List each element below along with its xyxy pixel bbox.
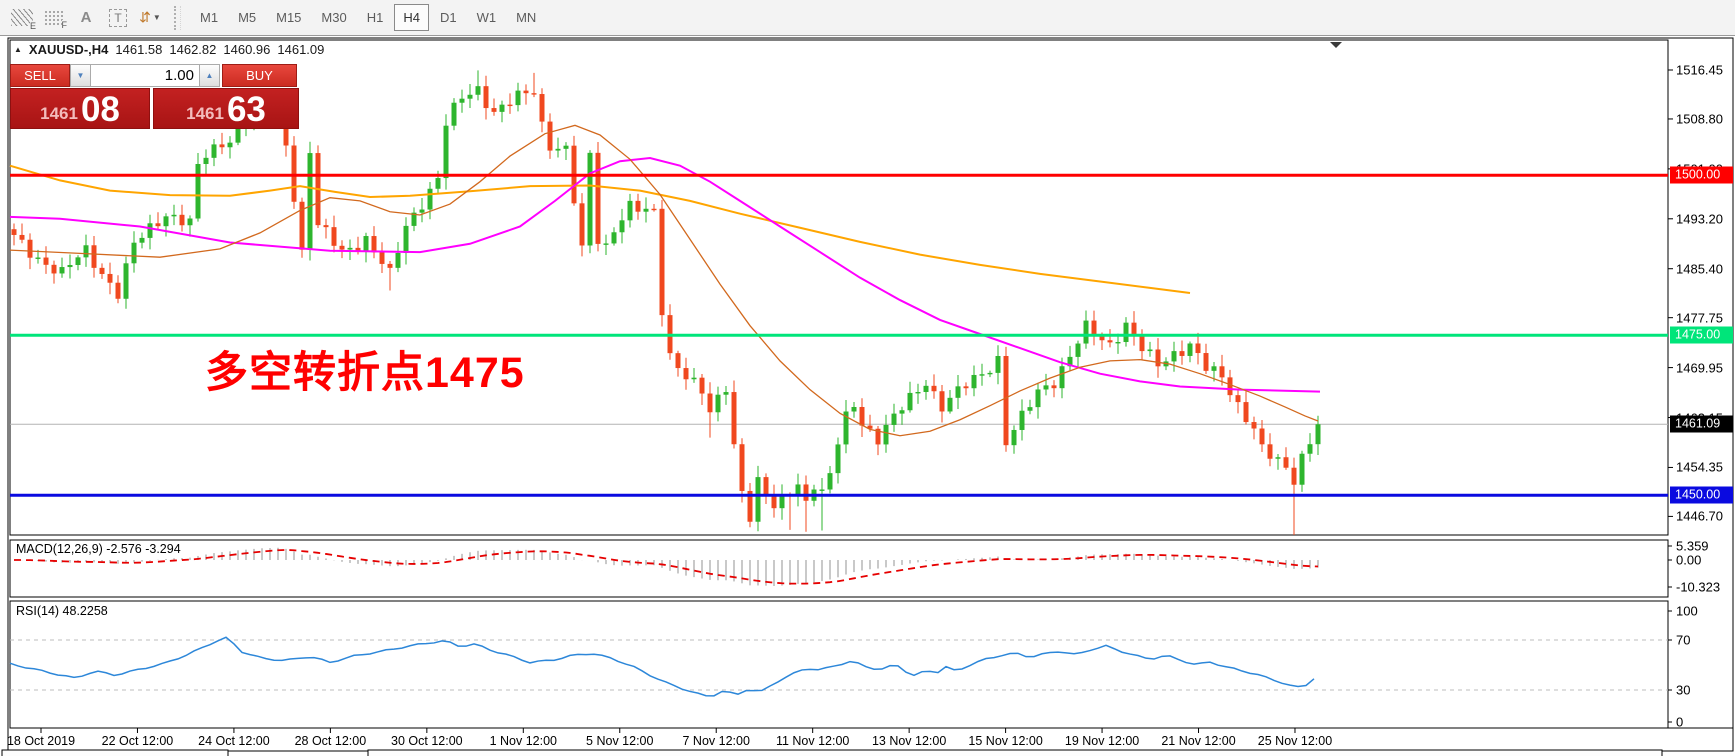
macd-axis-tick: 5.359 — [1676, 538, 1709, 554]
rsi-indicator — [9, 636, 1668, 697]
sort-arrows-icon: ⇵ — [139, 9, 151, 25]
timeframe-button-M30[interactable]: M30 — [321, 10, 347, 25]
buy-price-display[interactable]: 1461 63 — [153, 88, 299, 129]
timeframe-button-M5[interactable]: M5 — [238, 10, 257, 25]
macd-indicator — [13, 547, 1319, 586]
buy-button[interactable]: BUY — [222, 64, 297, 87]
time-axis-label: 7 Nov 12:00 — [682, 734, 750, 748]
time-axis-label: 25 Nov 12:00 — [1257, 734, 1333, 748]
time-axis-label: 30 Oct 12:00 — [391, 734, 463, 748]
timeframe-toolbar: M1 M5 M15 M30 H1 H4 D1 W1 MN — [191, 4, 547, 31]
volume-input[interactable] — [91, 64, 199, 87]
price-axis-tick: 1477.75 — [1676, 310, 1723, 326]
one-click-trading-panel: SELL ▼ ▲ BUY 1461 08 1461 63 — [10, 64, 299, 129]
price-axis[interactable] — [1669, 38, 1735, 728]
volume-increase-button[interactable]: ▲ — [199, 64, 220, 87]
price-axis-tick: 1485.40 — [1676, 261, 1723, 277]
timeframe-button-M1[interactable]: M1 — [200, 10, 219, 25]
sell-price-pips: 08 — [80, 90, 120, 129]
price-axis-tick: 1516.45 — [1676, 62, 1723, 78]
price-axis-tick: 1469.95 — [1676, 360, 1723, 376]
sell-button[interactable]: SELL — [10, 64, 70, 87]
buy-price-major: 1461 — [186, 104, 224, 123]
icon-letter-e: E — [29, 21, 36, 31]
sell-price-major: 1461 — [40, 104, 78, 123]
chart-annotation-text: 多空转折点1475 — [205, 349, 525, 397]
time-axis-label: 11 Nov 12:00 — [775, 734, 850, 748]
text-label-tool-icon[interactable]: T — [104, 4, 132, 32]
time-axis-label: 21 Nov 12:00 — [1161, 734, 1236, 748]
price-axis-tick: 1454.35 — [1676, 459, 1723, 475]
moving-average-lines — [9, 124, 1321, 437]
ohlc-high: 1462.82 — [169, 42, 217, 57]
boxed-t-icon: T — [109, 8, 127, 27]
arrange-objects-button[interactable]: ⇵ ▼ — [136, 4, 164, 32]
rsi-label: RSI(14) 48.2258 — [16, 604, 108, 618]
hatch-lines-icon: E — [11, 9, 36, 31]
time-axis-label: 13 Nov 12:00 — [871, 734, 947, 748]
price-axis-tick: 1446.70 — [1676, 508, 1723, 524]
macd-label: MACD(12,26,9) -2.576 -3.294 — [16, 542, 181, 556]
macd-axis-tick: 0.00 — [1676, 552, 1702, 568]
chart-misc-marks — [1, 42, 1663, 756]
timeframe-button-H1[interactable]: H1 — [366, 10, 384, 25]
chart-title-bar: ▲ XAUUSD-,H4 1461.58 1462.82 1460.96 146… — [14, 42, 324, 57]
time-axis-label: 5 Nov 12:00 — [586, 734, 654, 748]
volume-decrease-button[interactable]: ▼ — [70, 64, 91, 87]
time-axis-label: 1 Nov 12:00 — [489, 734, 558, 748]
price-axis-tick: 1493.20 — [1676, 211, 1723, 227]
collapse-triangle-icon[interactable]: ▲ — [14, 45, 22, 54]
rsi-axis-tick: 0 — [1676, 714, 1684, 730]
timeframe-button-MN[interactable]: MN — [516, 10, 537, 25]
time-axis-label: 22 Oct 12:00 — [101, 734, 174, 748]
icon-letter-f: F — [61, 20, 67, 30]
price-axis-tick: 1508.80 — [1676, 111, 1723, 127]
font-tool-icon[interactable]: A — [72, 4, 100, 32]
sell-price-display[interactable]: 1461 08 — [10, 88, 150, 129]
price-axis-tick: 1462.15 — [1676, 410, 1723, 426]
price-axis-tick: 1501.00 — [1676, 161, 1723, 177]
time-axis-label: 28 Oct 12:00 — [294, 734, 367, 748]
time-axis-label: 15 Nov 12:00 — [968, 734, 1043, 748]
ohlc-open: 1461.58 — [115, 42, 163, 57]
toolbar: E F A T ⇵ ▼ M1 M5 M15 M30 H1 H4 D1 W1 MN — [0, 0, 1735, 36]
time-axis-label: 19 Nov 12:00 — [1064, 734, 1140, 748]
indicator-windows-icon[interactable]: E — [8, 4, 36, 32]
time-axis-label: 24 Oct 12:00 — [198, 734, 270, 748]
macd-axis-tick: -10.323 — [1676, 579, 1721, 595]
ohlc-close: 1461.09 — [277, 42, 325, 57]
dropdown-caret-icon: ▼ — [152, 13, 161, 22]
time-axis-label: 18 Oct 2019 — [6, 734, 76, 748]
timeframe-button-D1[interactable]: D1 — [439, 10, 457, 25]
letter-a-icon: A — [80, 9, 92, 26]
timeframe-button-M15[interactable]: M15 — [276, 10, 302, 25]
toolbar-drag-handle[interactable] — [174, 5, 181, 30]
horizontal-level-lines[interactable] — [10, 173, 1668, 497]
buy-price-pips: 63 — [226, 90, 266, 129]
symbol-period-label: XAUUSD-,H4 — [28, 42, 109, 57]
ohlc-low: 1460.96 — [223, 42, 271, 57]
rsi-axis-tick: 30 — [1676, 682, 1691, 698]
grid-setup-icon[interactable]: F — [40, 4, 68, 32]
rsi-axis-tick: 70 — [1676, 632, 1691, 648]
rsi-axis-tick: 100 — [1676, 603, 1698, 619]
timeframe-button-H4[interactable]: H4 — [394, 4, 429, 31]
timeframe-button-W1[interactable]: W1 — [476, 10, 497, 25]
dot-grid-icon: F — [44, 10, 67, 30]
